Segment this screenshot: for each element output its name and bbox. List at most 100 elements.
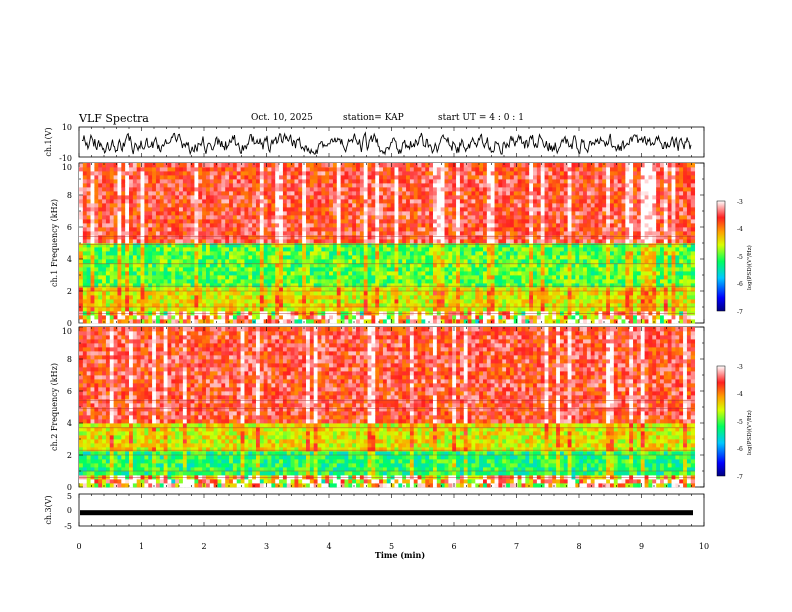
spectrogram-cell [417,215,422,220]
spectrogram-cell [306,291,311,296]
spectrogram-cell [121,279,126,284]
spectrogram-cell [144,275,149,280]
spectrogram-cell [348,227,353,232]
spectrogram-cell [409,319,415,324]
spectrogram-cell [121,271,126,276]
spectrogram-cell [148,295,153,300]
spectrogram-cell [552,207,557,212]
spectrogram-cell [521,275,526,280]
spectrogram-cell [186,227,191,232]
spectrogram-cell [371,183,376,188]
spectrogram-cell [467,207,472,212]
spectrogram-cell [452,295,457,300]
spectrogram-cell [382,283,388,288]
spectrogram-cell [290,263,295,268]
spectrogram-cell [406,183,411,188]
spectrogram-cell [336,275,342,280]
spectrogram-cell [232,275,238,280]
spectrogram-cell [159,175,165,180]
spectrogram-cell [286,307,292,312]
spectrogram-cell [448,299,453,304]
spectrogram-cell [344,235,349,240]
spectrogram-cell [440,191,445,196]
spectrogram-cell [540,187,545,192]
spectrogram-cell [286,259,292,264]
spectrogram-cell [359,211,365,216]
spectrogram-cell [444,219,449,224]
spectrogram-cell [144,251,149,256]
spectrogram-cell [436,175,442,180]
spectrogram-cell [336,243,342,248]
spectrogram-cell [513,223,519,228]
spectrogram-cell [290,319,295,324]
spectrogram-cell [290,175,295,180]
spectrogram-cell [359,195,365,200]
spectrogram-cell [306,271,311,276]
spectrogram-cell [175,295,180,300]
spectrogram-cell [502,215,507,220]
spectrogram-cell [436,267,442,272]
spectrogram-cell [117,243,122,248]
spectrogram-cell [382,239,388,244]
spectrogram-cell [521,247,526,252]
spectrogram-cell [94,291,99,296]
spectrogram-cell [290,291,295,296]
spectrogram-cell [306,187,311,192]
spectrogram-cell [390,303,395,308]
spectrogram-cell [90,315,95,320]
spectrogram-cell [167,279,172,284]
spectrogram-cell [129,199,134,204]
spectrogram-cell [452,287,457,292]
spectrogram-cell [509,299,515,304]
spectrogram-cell [444,211,449,216]
spectrogram-cell [382,315,388,320]
spectrogram-cell [298,223,303,228]
spectrogram-cell [86,195,91,200]
spectrogram-cell [525,255,530,260]
spectrogram-cell [533,191,538,196]
spectrogram-cell [375,191,380,196]
spectrogram-cell [452,207,457,212]
spectrogram-cell [194,211,199,216]
spectrogram-cell [225,167,230,172]
spectrogram-cell [340,163,345,168]
spectrogram-cell [232,171,238,176]
spectrogram-cell [267,163,272,168]
spectrogram-cell [533,163,538,168]
spectrogram-cell [175,211,180,216]
spectrogram-cell [471,199,476,204]
spectrogram-cell [336,163,342,168]
spectrogram-cell [356,267,361,272]
spectrogram-cell [552,175,557,180]
spectrogram-cell [263,223,268,228]
spectrogram-cell [102,275,107,280]
spectrogram-cell [529,279,534,284]
spectrogram-cell [494,247,499,252]
spectrogram-cell [229,215,234,220]
spectrogram-cell [236,215,241,220]
spectrogram-cell [317,219,322,224]
spectrogram-cell [533,223,538,228]
spectrogram-cell [513,299,519,304]
spectrogram-cell [159,303,165,308]
spectrogram-cell [336,267,342,272]
spectrogram-cell [348,275,353,280]
spectrogram-cell [213,267,218,272]
spectrogram-cell [182,299,188,304]
spectrogram-cell [248,227,253,232]
spectrogram-cell [82,247,88,252]
spectrogram-cell [552,227,557,232]
spectrogram-cell [386,263,392,268]
spectrogram-cell [286,163,292,168]
spectrogram-cell [155,247,161,252]
spectrogram-cell [375,207,380,212]
spectrogram-cell [263,199,268,204]
spectrogram-cell [194,255,199,260]
spectrogram-cell [82,203,88,208]
spectrogram-cell [413,187,418,192]
spectrogram-cell [236,251,241,256]
spectrogram-cell [340,167,345,172]
spectrogram-cell [483,191,488,196]
spectrogram-cell [536,199,542,204]
spectrogram-cell [398,307,403,312]
